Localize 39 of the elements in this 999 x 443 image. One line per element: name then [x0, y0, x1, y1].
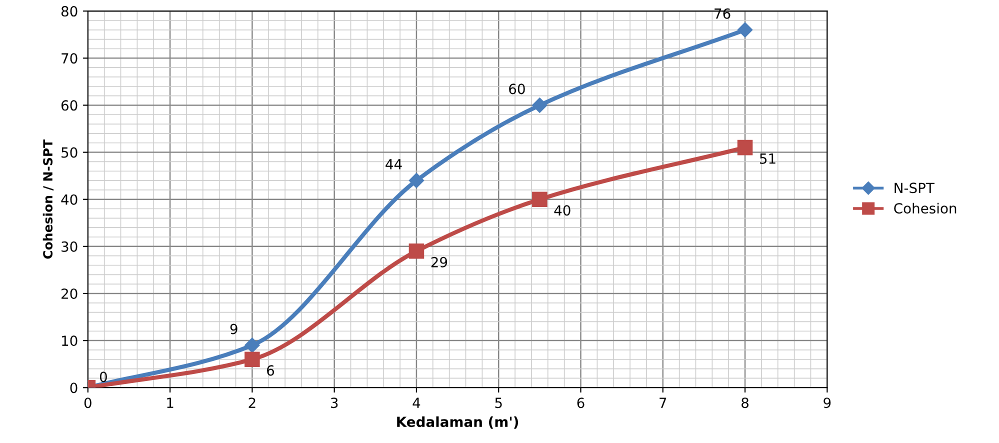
x-tick-label: 7	[660, 398, 666, 408]
point	[244, 352, 260, 368]
point	[532, 98, 548, 113]
x-tick-label: 9	[824, 398, 831, 408]
x-tick-label: 0	[84, 398, 92, 408]
data-label: 29	[431, 256, 448, 268]
legend-label: N-SPT	[894, 182, 934, 194]
data-label: 0	[100, 372, 107, 382]
data-label: 9	[230, 324, 238, 334]
data-label: 44	[386, 159, 402, 170]
point	[408, 243, 424, 259]
y-tick-label: 80	[61, 6, 78, 17]
x-tick-label: 6	[577, 398, 584, 408]
data-label: 60	[509, 84, 525, 94]
x-axis-title: Kedalaman (m')	[397, 416, 518, 429]
y-tick-label: 20	[62, 288, 78, 299]
y-tick-label: 70	[62, 53, 78, 64]
x-tick-label: 5	[495, 398, 502, 408]
y-tick-label: 60	[61, 100, 78, 111]
y-tick-label: 10	[62, 336, 78, 346]
point	[532, 192, 548, 207]
x-tick-label: 1	[167, 398, 174, 408]
point	[737, 140, 753, 156]
data-label: 6	[267, 365, 274, 376]
data-label: 40	[554, 205, 570, 216]
x-tick-label: 2	[248, 398, 256, 408]
point	[408, 172, 424, 188]
point	[737, 22, 753, 38]
y-axis-title: Cohesion / N-SPT	[42, 139, 54, 259]
y-tick-label: 40	[61, 194, 78, 205]
data-label: 51	[760, 154, 776, 164]
x-tick-label: 8	[742, 398, 748, 408]
x-tick-label: 4	[412, 398, 420, 408]
y-tick-label: 0	[70, 382, 78, 394]
y-tick-label: 30	[62, 241, 78, 252]
legend-label: Cohesion	[894, 202, 956, 214]
point	[244, 338, 260, 353]
y-tick-label: 50	[62, 147, 78, 158]
x-tick-label: 3	[330, 398, 338, 408]
